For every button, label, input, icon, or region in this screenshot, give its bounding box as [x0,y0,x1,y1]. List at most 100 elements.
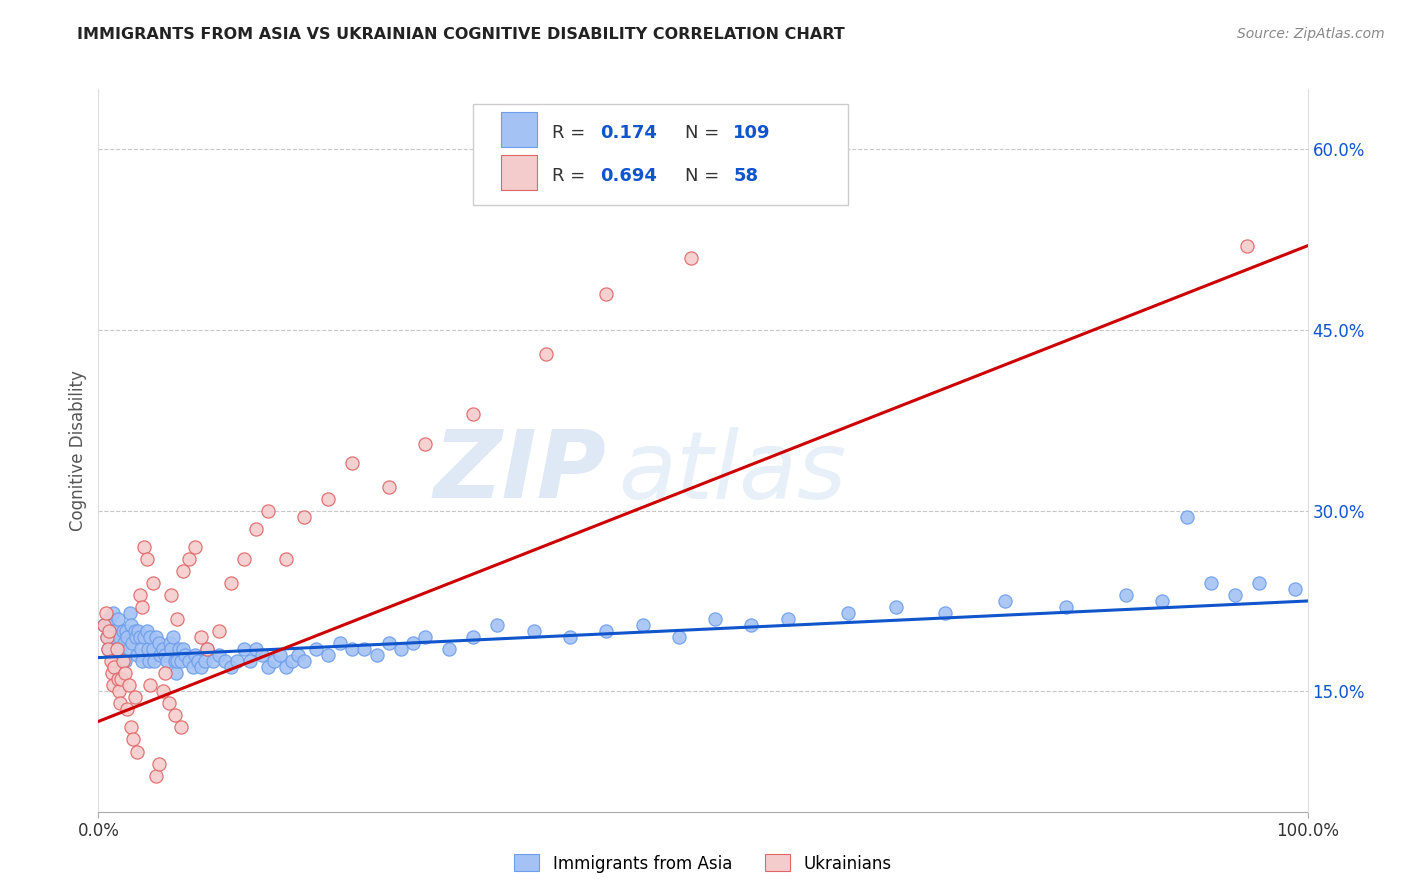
Point [377,636,399,650]
Point [139,630,162,644]
Point [118,642,141,657]
Point [129,642,152,657]
Point [110,673,132,687]
Point [179,654,201,668]
Point [142,642,165,657]
Point [190,630,212,644]
Point [121,636,143,650]
Point [172,564,194,578]
Point [274,660,297,674]
Point [160,642,183,657]
Point [179,551,201,566]
Text: R =: R = [551,124,591,142]
Point [292,509,315,524]
Point [181,660,204,674]
Point [94,606,117,620]
Point [1115,588,1137,602]
Point [221,660,243,674]
Point [342,642,364,657]
Point [145,769,167,783]
Point [100,666,122,681]
Point [208,624,231,639]
Point [274,551,297,566]
Point [108,696,131,710]
Text: 109: 109 [734,124,770,142]
Point [152,684,174,698]
Point [195,642,218,657]
Point [166,612,188,626]
Point [163,654,186,668]
Point [389,642,412,657]
Point [256,503,278,517]
Point [190,660,212,674]
Point [108,684,131,698]
Point [994,594,1017,608]
Point [93,618,115,632]
Point [112,636,135,650]
Point [114,666,136,681]
Text: ZIP: ZIP [433,426,606,518]
Point [148,756,170,771]
Point [120,618,142,632]
Text: atlas: atlas [619,426,846,517]
Point [128,630,150,644]
Point [160,588,183,602]
Point [157,696,180,710]
Point [595,624,617,639]
Point [110,654,132,668]
Point [122,732,145,747]
Point [111,654,134,668]
Point [402,636,425,650]
Point [128,588,150,602]
Point [704,612,727,626]
Point [127,744,149,758]
Point [127,648,149,662]
Point [142,576,165,591]
Point [1152,594,1174,608]
Point [194,654,217,668]
Point [135,551,157,566]
Point [124,624,146,639]
Point [105,642,128,657]
Point [105,642,128,657]
Point [120,721,142,735]
Point [117,702,139,716]
Point [174,648,197,662]
Point [184,648,207,662]
Point [100,654,122,668]
Text: 0.174: 0.174 [600,124,657,142]
Point [114,654,136,668]
Point [103,624,125,639]
Point [96,630,118,644]
Point [353,642,375,657]
Point [631,618,654,632]
Point [138,654,160,668]
Point [149,648,172,662]
Point [103,660,125,674]
Point [1236,238,1258,252]
Point [162,630,184,644]
Point [245,642,267,657]
Point [97,642,120,657]
FancyBboxPatch shape [474,103,848,205]
Point [316,648,339,662]
Point [886,600,908,615]
Point [97,642,120,657]
Point [134,540,156,554]
Point [100,636,122,650]
Point [156,654,179,668]
Text: Source: ZipAtlas.com: Source: ZipAtlas.com [1237,27,1385,41]
Point [108,630,131,644]
Point [152,642,174,657]
Point [111,624,134,639]
Point [117,630,139,644]
Point [837,606,859,620]
Point [1223,588,1246,602]
Point [153,666,176,681]
Point [115,624,138,639]
Point [169,654,191,668]
Point [1249,576,1271,591]
Point [287,648,309,662]
Point [776,612,799,626]
Point [221,576,243,591]
